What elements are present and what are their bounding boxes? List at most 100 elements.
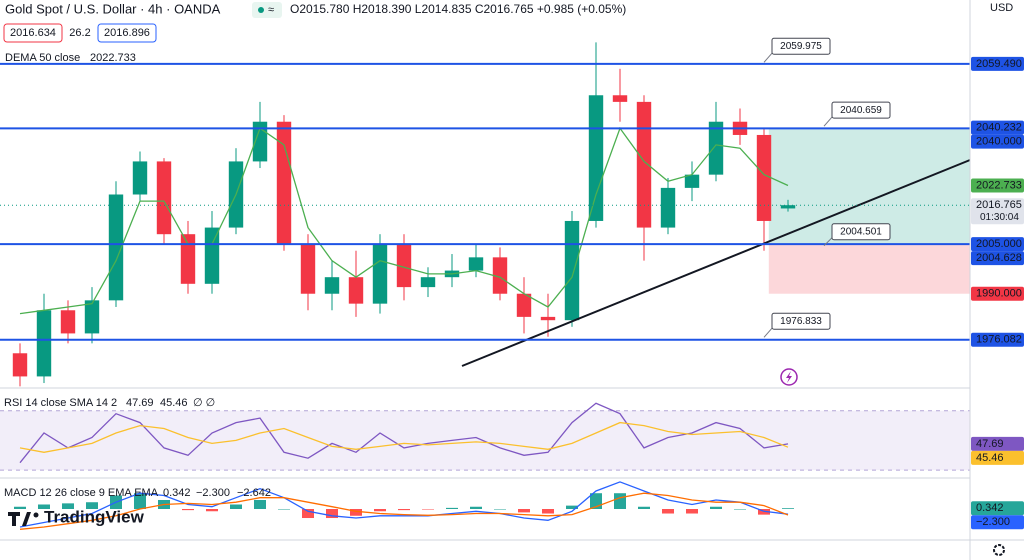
price-axis-label: 2016.765 <box>976 199 1022 211</box>
candle-body <box>372 244 388 304</box>
callout-box <box>771 312 831 330</box>
candle-body <box>636 101 652 228</box>
macd-histogram-bar <box>205 509 218 512</box>
macd-histogram-bar <box>518 509 531 513</box>
candle-body <box>756 134 772 221</box>
callout-label: 1976.833 <box>780 316 822 327</box>
macd-histogram-bar <box>253 499 266 509</box>
trend-line <box>461 159 971 367</box>
macd-histogram-bar <box>494 509 507 510</box>
macd-histogram-bar <box>61 503 74 509</box>
rsi-band <box>0 410 970 471</box>
event-icon[interactable] <box>780 368 798 386</box>
dema-line <box>19 126 789 315</box>
candle-body <box>492 257 508 294</box>
bar-countdown: 01:30:04 <box>980 212 1019 223</box>
candle-body <box>180 234 196 284</box>
candle-body <box>12 353 28 377</box>
candle-body <box>468 257 484 271</box>
macd-value: −2.300 <box>196 487 230 499</box>
price-axis-label-box <box>971 515 1024 530</box>
price-axis-label: 2059.490 <box>976 58 1022 70</box>
candle-body <box>132 161 148 195</box>
plot <box>0 42 970 530</box>
macd-hist-value: 0.342 <box>163 487 191 499</box>
macd-histogram-bar <box>686 509 699 514</box>
price-axis-label: 1990.000 <box>976 288 1022 300</box>
overlay: 2059.975 2040.659 2004.501 1976.833 <box>0 37 970 341</box>
price-axis-label-box <box>971 251 1024 266</box>
watermark: TradingView <box>44 507 145 526</box>
macd-histogram-bar <box>133 493 146 509</box>
candle-body <box>84 300 100 334</box>
macd-histogram-bar <box>301 509 314 519</box>
price-axis-label-box <box>971 450 1024 465</box>
candle-body <box>156 161 172 235</box>
price-axis-label: 1976.082 <box>976 334 1022 346</box>
candle-body <box>780 205 796 209</box>
candle-body <box>324 277 340 294</box>
candle-body <box>252 121 268 162</box>
indicator-toggle[interactable] <box>252 2 282 18</box>
symbol-title: Gold Spot / U.S. Dollar · 4h · OANDA <box>5 1 221 16</box>
price-axis-label: 2040.000 <box>976 135 1022 147</box>
candle-body <box>540 316 556 321</box>
macd-histogram-bar <box>614 493 627 509</box>
price-axis-label: −2.300 <box>976 516 1010 528</box>
watermark-logo <box>8 512 39 526</box>
price-axis-label-box <box>971 286 1024 301</box>
callout-box <box>771 37 831 55</box>
macd-histogram-bar <box>734 509 747 510</box>
price-axis-label: 47.69 <box>976 438 1004 450</box>
candle-body <box>36 310 52 377</box>
price-axis-label-box <box>971 237 1024 252</box>
macd-histogram-bar <box>37 504 50 509</box>
candle-body <box>516 293 532 317</box>
candle-body <box>420 277 436 288</box>
position-stop-zone <box>768 244 970 294</box>
candle-body <box>564 220 580 321</box>
price-axis-label-box <box>971 120 1024 135</box>
callout-box <box>831 101 891 119</box>
macd-histogram-bar <box>325 509 338 519</box>
rsi-line <box>19 402 789 464</box>
macd-histogram-bar <box>469 506 482 509</box>
rsi-extra: ∅ ∅ <box>193 397 215 409</box>
candle-body <box>300 244 316 294</box>
macd-histogram-bar <box>349 509 362 516</box>
macd-histogram-bar <box>229 504 242 509</box>
status-dot <box>258 7 264 13</box>
macd-histogram-bar <box>445 507 458 509</box>
price-axis-label-box <box>971 501 1024 516</box>
candle-body <box>660 187 676 228</box>
macd-legend: MACD 12 26 close 9 EMA EMA <box>4 487 159 499</box>
rsi-line <box>19 421 789 453</box>
candle-body <box>60 310 76 334</box>
callout-label: 2040.659 <box>840 105 882 116</box>
candle-body <box>108 194 124 301</box>
callout-label: 2004.501 <box>840 226 882 237</box>
spread: 26.2 <box>69 27 90 39</box>
bid-box[interactable] <box>3 23 63 43</box>
price-axis-label-box <box>971 332 1024 347</box>
rsi-legend: RSI 14 close SMA 14 2 <box>4 397 117 409</box>
settings-icon[interactable] <box>993 544 1005 556</box>
candle-body <box>684 174 700 188</box>
macd-histogram-bar <box>782 508 795 509</box>
candle-body <box>612 95 628 102</box>
price-axis-label: 45.46 <box>976 452 1004 464</box>
macd-signal-line <box>19 492 789 530</box>
event-icon-bolt <box>786 371 792 383</box>
ask-box[interactable] <box>97 23 157 43</box>
ohlc-readout: O2015.780 H2018.390 L2014.835 C2016.765 … <box>290 2 626 16</box>
price-axis-label: 0.342 <box>976 502 1004 514</box>
dema-legend: DEMA 50 close <box>5 52 80 64</box>
price-axis-label-box <box>971 56 1024 71</box>
rsi-value: 47.69 <box>126 397 154 409</box>
macd-histogram-bar <box>13 506 26 509</box>
callout-box <box>831 223 891 241</box>
price-axis-label: 2004.628 <box>976 252 1022 264</box>
macd-histogram-bar <box>638 506 651 509</box>
